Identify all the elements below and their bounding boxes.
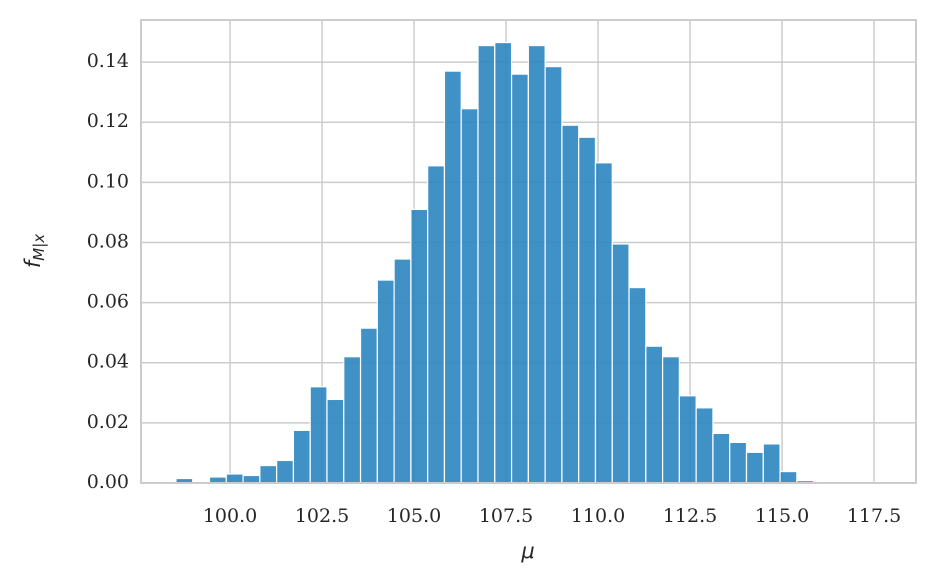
bar	[326, 398, 345, 484]
bar	[225, 473, 244, 484]
bar	[309, 386, 328, 484]
x-tick-label: 115.0	[755, 505, 809, 527]
bar	[578, 136, 597, 484]
bar	[494, 41, 513, 484]
bar	[695, 407, 714, 484]
bar	[779, 470, 798, 484]
bar	[594, 162, 613, 484]
bar	[276, 459, 295, 484]
x-tick-label: 105.0	[387, 505, 441, 527]
y-axis-label-main: f	[21, 257, 45, 268]
y-tick-label: 0.02	[87, 411, 129, 433]
bar	[410, 208, 429, 484]
x-tick-label: 112.5	[663, 505, 717, 527]
bar	[678, 395, 697, 484]
x-tick-label: 107.5	[479, 505, 533, 527]
bar	[561, 124, 580, 484]
y-tick-label: 0.12	[87, 110, 129, 132]
y-axis-label-sub: M|x	[30, 234, 48, 261]
y-tick-label: 0.06	[87, 291, 129, 313]
bar	[712, 432, 731, 484]
x-axis-label: μ	[520, 539, 534, 563]
bar	[527, 44, 546, 484]
y-tick-label: 0.08	[87, 230, 129, 252]
bar	[359, 327, 378, 484]
bar	[477, 44, 496, 484]
bar	[259, 464, 278, 484]
bar	[661, 356, 680, 484]
x-tick-label: 117.5	[847, 505, 901, 527]
y-tick-label: 0.04	[87, 351, 129, 373]
x-tick-label: 110.0	[571, 505, 625, 527]
y-axis-label: fM|x	[21, 234, 48, 268]
y-tick-label: 0.10	[87, 170, 129, 192]
bar	[376, 279, 395, 484]
bar	[762, 443, 781, 484]
bar	[611, 243, 630, 484]
bar	[460, 108, 479, 484]
bar	[427, 165, 446, 484]
y-tick-label: 0.14	[87, 50, 129, 72]
bar	[443, 70, 462, 484]
bar	[645, 345, 664, 484]
x-tick-label: 102.5	[295, 505, 349, 527]
bar	[292, 429, 311, 484]
x-tick-label: 100.0	[203, 505, 257, 527]
plot-frame	[140, 19, 917, 484]
bar	[393, 258, 412, 484]
y-tick-label: 0.00	[87, 471, 129, 493]
bar	[628, 286, 647, 484]
bar	[544, 66, 563, 484]
bar	[242, 474, 261, 484]
bar	[729, 441, 748, 484]
bar	[745, 451, 764, 484]
bar	[343, 356, 362, 484]
bar	[510, 73, 529, 484]
